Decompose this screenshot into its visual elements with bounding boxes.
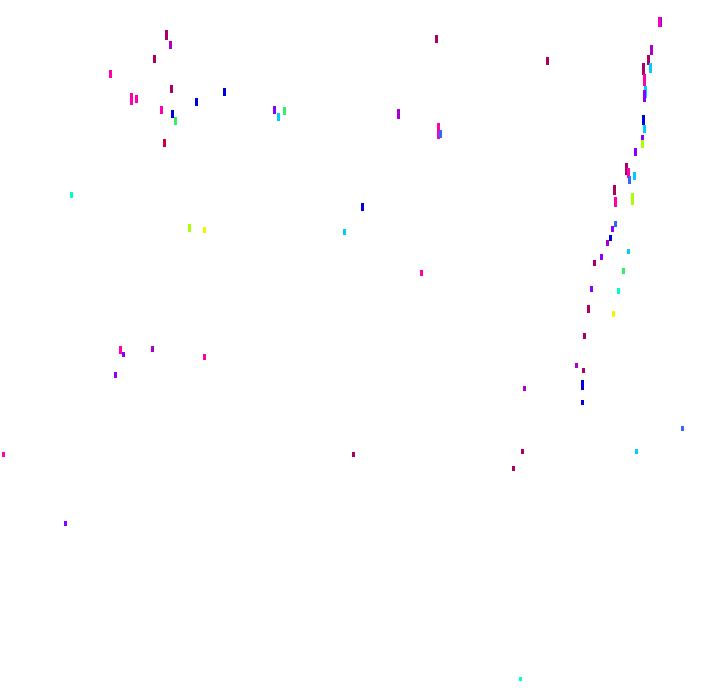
color-mark [583, 333, 586, 339]
color-mark [170, 85, 173, 93]
color-mark [119, 346, 122, 354]
color-mark [203, 354, 206, 360]
color-mark [642, 115, 645, 125]
color-mark [617, 288, 620, 294]
color-mark [283, 107, 286, 115]
color-mark [122, 352, 125, 357]
color-mark [153, 55, 156, 63]
color-mark [622, 268, 625, 274]
color-mark [420, 270, 423, 276]
color-mark [151, 346, 154, 352]
color-mark [633, 172, 636, 180]
color-mark [203, 227, 206, 233]
color-mark [641, 140, 644, 148]
color-mark [546, 57, 549, 65]
color-mark [575, 363, 578, 368]
color-mark [70, 192, 73, 198]
color-mark [109, 70, 112, 78]
color-mark [160, 106, 163, 114]
color-mark [627, 168, 630, 178]
color-mark [650, 45, 653, 55]
color-mark [609, 235, 612, 241]
color-mark [114, 372, 117, 378]
color-mark [163, 139, 166, 147]
color-mark [174, 117, 177, 125]
color-mark [643, 74, 646, 86]
color-mark [613, 185, 616, 195]
color-mark [435, 35, 438, 43]
color-mark [361, 203, 364, 211]
color-mark [643, 125, 646, 133]
color-mark [277, 113, 280, 121]
color-mark [397, 109, 400, 119]
color-mark [195, 98, 198, 106]
color-mark [437, 123, 440, 139]
color-mark [64, 521, 67, 526]
color-mark [582, 368, 585, 373]
color-mark [634, 148, 637, 156]
color-mark [590, 286, 593, 292]
color-mark [512, 466, 515, 471]
color-mark [614, 197, 617, 207]
color-mark [600, 254, 603, 260]
color-mark [628, 176, 631, 184]
color-mark [649, 63, 652, 73]
color-mark [581, 380, 584, 390]
color-mark [587, 305, 590, 313]
color-mark [614, 221, 617, 227]
color-mark [165, 30, 168, 40]
color-mark [188, 224, 191, 232]
color-mark [523, 386, 526, 391]
color-mark [611, 226, 614, 232]
color-mark [581, 400, 584, 405]
color-mark [627, 249, 630, 254]
color-mark [135, 95, 138, 103]
color-mark [130, 93, 133, 105]
color-mark [635, 449, 638, 454]
color-mark [625, 163, 628, 175]
color-mark [647, 55, 650, 65]
color-mark [681, 426, 684, 431]
color-mark [2, 452, 5, 457]
color-mark [169, 41, 172, 49]
color-mark [171, 110, 174, 118]
color-mark [352, 452, 355, 457]
color-mark [642, 63, 645, 75]
color-mark [612, 311, 615, 317]
color-mark [521, 449, 524, 454]
color-mark [343, 229, 346, 235]
color-mark [223, 88, 226, 96]
color-mark [273, 106, 276, 114]
color-mark [439, 130, 442, 138]
color-mark [631, 193, 634, 205]
color-mark [606, 240, 609, 246]
color-mark [519, 677, 522, 681]
color-mark [643, 90, 646, 102]
color-mark [593, 260, 596, 266]
color-mark [658, 17, 661, 27]
